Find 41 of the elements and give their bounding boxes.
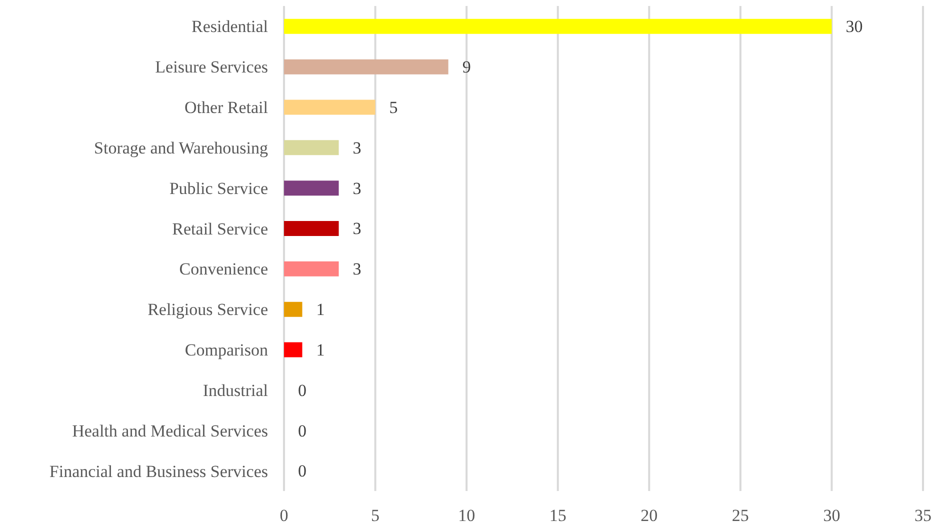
data-label: 1 xyxy=(316,340,325,360)
x-tick-label: 5 xyxy=(371,506,380,526)
data-label: 30 xyxy=(846,17,863,36)
y-tick-label: Convenience xyxy=(179,260,268,279)
x-tick-label: 20 xyxy=(640,506,658,526)
y-tick-label: Religious Service xyxy=(148,300,268,320)
x-tick-label: 25 xyxy=(732,506,749,526)
y-tick-label: Industrial xyxy=(202,380,268,400)
data-label: 0 xyxy=(298,462,306,481)
data-label: 5 xyxy=(389,98,398,117)
y-tick-label: Financial and Business Services xyxy=(49,462,268,481)
x-tick-label: 15 xyxy=(549,506,566,526)
bar xyxy=(284,342,302,358)
data-label: 9 xyxy=(462,58,471,77)
y-tick-label: Comparison xyxy=(184,340,268,360)
x-tick-label: 10 xyxy=(458,506,476,526)
x-tick-label: 35 xyxy=(914,506,932,526)
y-tick-label: Residential xyxy=(192,17,268,36)
data-label: 0 xyxy=(298,421,306,440)
y-tick-label: Other Retail xyxy=(184,98,268,118)
data-label: 3 xyxy=(352,260,362,279)
bar xyxy=(284,221,339,236)
x-tick-label: 30 xyxy=(823,506,840,526)
y-tick-label: Storage and Warehousing xyxy=(94,138,268,158)
bar xyxy=(284,180,339,196)
bar xyxy=(284,261,339,276)
y-tick-label: Retail Service xyxy=(172,219,268,238)
bar xyxy=(284,18,832,34)
data-label: 3 xyxy=(352,138,362,158)
y-tick-label: Leisure Services xyxy=(155,58,268,77)
bar xyxy=(284,59,448,74)
bar xyxy=(284,140,339,156)
bar xyxy=(284,100,376,115)
x-tick-label: 0 xyxy=(280,506,288,526)
data-label: 0 xyxy=(298,380,306,400)
data-label: 3 xyxy=(352,178,362,198)
data-label: 3 xyxy=(352,219,362,238)
bar xyxy=(284,302,302,317)
y-tick-label: Public Service xyxy=(169,178,268,198)
data-label: 1 xyxy=(316,300,325,320)
y-tick-label: Health and Medical Services xyxy=(72,421,268,440)
